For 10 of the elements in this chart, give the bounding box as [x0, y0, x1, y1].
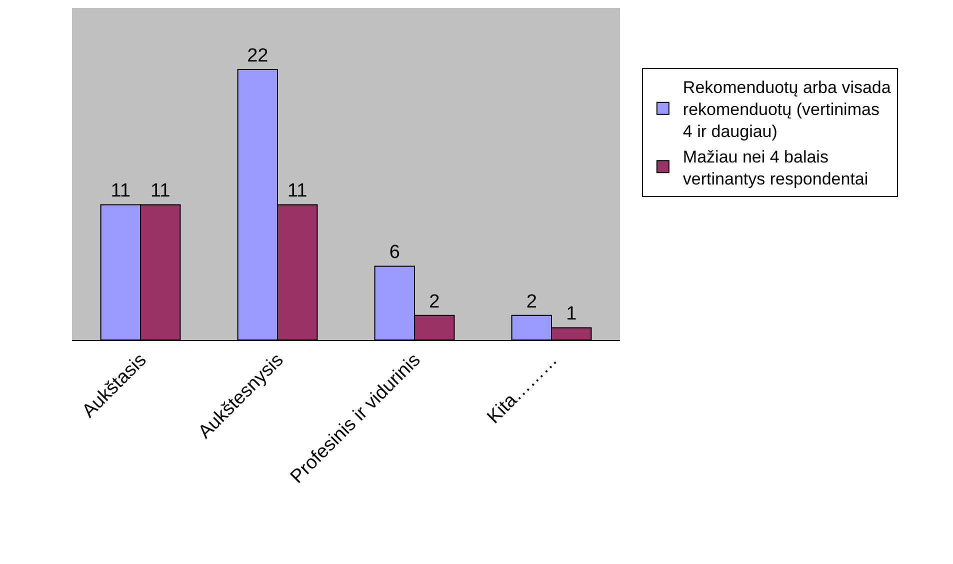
legend-label: Mažiau nei 4 balais vertinantys respondentai: [682, 147, 868, 188]
data-label: 2: [429, 291, 440, 312]
data-label: 2: [526, 291, 537, 312]
data-label: 11: [110, 180, 130, 202]
data-label: 22: [247, 45, 268, 66]
data-label: 6: [389, 242, 400, 264]
data-label: 11: [288, 180, 308, 202]
data-label: 11: [150, 180, 170, 202]
data-label: 1: [566, 304, 577, 325]
legend-label: Rekomenduotų arba visada rekomenduotų (vertinimas 4 ir daugiau): [682, 78, 892, 142]
